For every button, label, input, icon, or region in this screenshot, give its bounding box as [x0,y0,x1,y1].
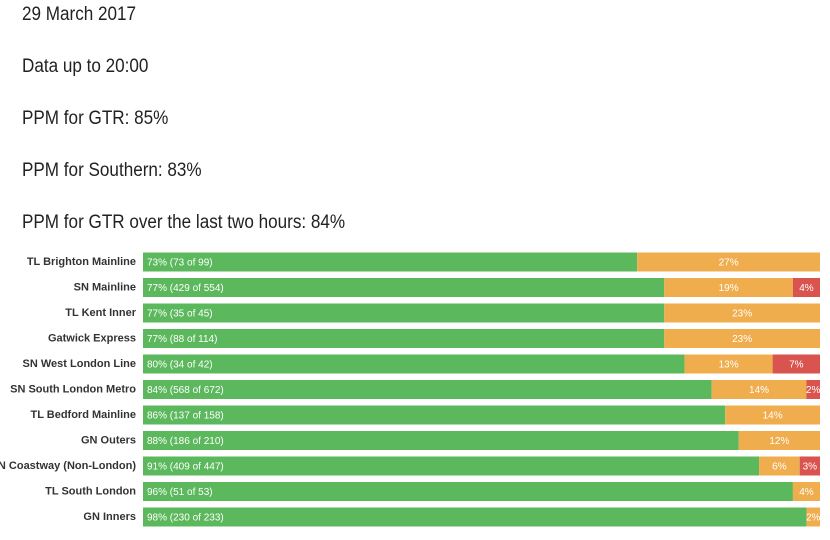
bar-segment [143,329,665,348]
bar-segment [143,380,712,399]
value-label: 4% [799,283,814,294]
bar-segment [792,278,820,297]
category-label: TL Brighton Mainline [27,256,136,268]
category-label: Gatwick Express [48,332,136,344]
header-line: PPM for Southern: 83% [22,160,202,181]
value-label: 88% (186 of 210) [147,436,224,447]
value-label: 3% [803,462,818,473]
value-label: 80% (34 of 42) [147,360,213,371]
bar-segment [664,329,820,348]
value-label: 19% [719,283,739,294]
bar-segment [143,482,793,501]
value-label: 4% [799,487,814,498]
value-label: 77% (429 of 554) [147,283,224,294]
value-label: 86% (137 of 158) [147,411,224,422]
bar-segment [143,405,726,425]
bar-segment [684,354,773,374]
bar-segment [143,507,807,527]
bar-segment [664,303,820,323]
category-label: GN Outers [81,434,136,446]
bar-segment [806,507,820,527]
bar-segment [738,431,820,450]
bar-segment [143,278,665,297]
bar-segment [799,456,820,476]
value-label: 27% [719,258,739,269]
header-line: 29 March 2017 [22,4,137,25]
bar-segment [637,252,820,272]
bar-segment [664,278,793,297]
category-label: SN Mainline [74,281,136,293]
category-label: TL Kent Inner [65,307,136,319]
value-label: 84% (568 of 672) [147,385,224,396]
bar-segment [725,405,820,425]
category-label: SN West London Line [23,358,136,370]
value-label: 13% [719,360,739,371]
header-line: Data up to 20:00 [22,56,149,77]
value-label: 77% (35 of 45) [147,309,213,320]
header-line: PPM for GTR over the last two hours: 84% [22,212,346,233]
value-label: 98% (230 of 233) [147,513,224,524]
bar-segment [143,252,638,272]
value-label: 2% [806,513,821,524]
bar-segment [772,354,820,374]
value-label: 14% [763,411,783,422]
value-label: 96% (51 of 53) [147,487,213,498]
value-label: 77% (88 of 114) [147,334,217,345]
value-label: 7% [789,360,804,371]
value-label: 14% [749,385,769,396]
bar-segment [143,431,739,450]
value-label: 2% [806,385,821,396]
category-label: SN South London Metro [10,383,136,395]
bar-segment [143,456,760,476]
category-label: TL South London [45,485,136,497]
bar-segment [143,303,665,323]
category-label: TL Bedford Mainline [30,409,136,421]
value-label: 12% [769,436,789,447]
value-label: 91% (409 of 447) [147,462,224,473]
category-label: SN Coastway (Non-London) [0,460,136,472]
bar-segment [806,380,820,399]
value-label: 23% [732,334,752,345]
bar-segment [711,380,807,399]
header-line: PPM for GTR: 85% [22,108,169,129]
category-label: GN Inners [83,511,136,523]
value-label: 73% (73 of 99) [147,258,213,269]
value-label: 6% [772,462,787,473]
bar-segment [143,354,685,374]
bar-segment [792,482,820,501]
value-label: 23% [732,309,752,320]
bar-segment [759,456,800,476]
